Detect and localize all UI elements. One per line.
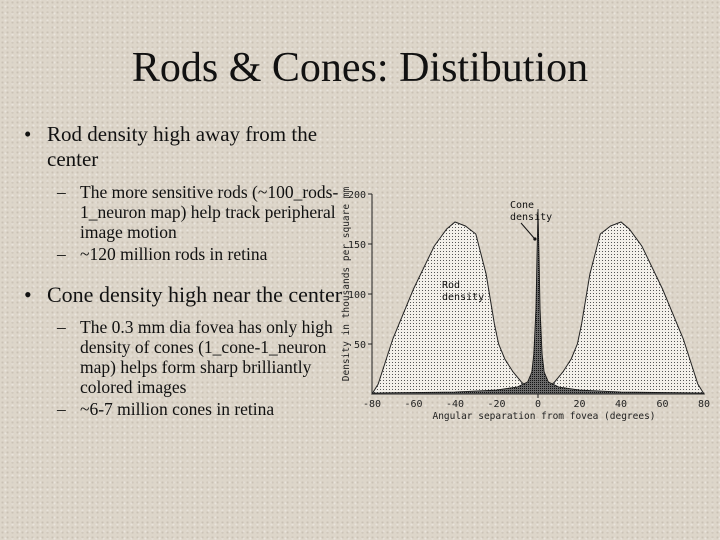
cone-density-annotation: density xyxy=(510,212,552,223)
cone-annotation-arrow xyxy=(520,222,536,240)
sub-bullet-text: The more sensitive rods (~100_rods-1_neu… xyxy=(80,182,339,242)
x-tick-label: -60 xyxy=(404,399,422,410)
density-chart-svg: 50 100 150 200 -80 -60 -40 -20 0 20 40 60 80 Angular … xyxy=(341,186,710,422)
sub-bullet-fovea: – The 0.3 mm dia fovea has only high den… xyxy=(55,317,352,397)
rod-density-annotation: density xyxy=(442,292,484,303)
y-tick-label: 50 xyxy=(354,340,366,351)
sub-list-rods: – The more sensitive rods (~100_rods-1_n… xyxy=(55,182,352,264)
bullet-rod-density: • Rod density high away from the center xyxy=(22,122,352,172)
bullet-list: • Rod density high away from the center … xyxy=(22,122,352,421)
sub-bullet-text: The 0.3 mm dia fovea has only high densi… xyxy=(80,317,333,397)
sub-bullet-text: ~120 million rods in retina xyxy=(80,244,268,264)
bullet-text: Cone density high near the center xyxy=(47,282,343,307)
cone-density-annotation: Cone xyxy=(510,200,534,211)
x-tick-label: -40 xyxy=(446,399,464,410)
bullet-cone-density: • Cone density high near the center xyxy=(22,282,352,307)
x-tick-label: -20 xyxy=(487,399,505,410)
x-tick-label: 40 xyxy=(615,399,627,410)
sub-bullet-rods-count: – ~120 million rods in retina xyxy=(55,244,352,264)
sub-bullet-text: ~6-7 million cones in retina xyxy=(80,399,275,419)
x-axis-label: Angular separation from fovea (degrees) xyxy=(432,411,655,422)
x-tick-label: 60 xyxy=(656,399,668,410)
y-tick-label: 100 xyxy=(348,290,366,301)
sub-list-cones: – The 0.3 mm dia fovea has only high den… xyxy=(55,317,352,419)
bullet-marker: • xyxy=(24,282,32,307)
x-tick-label: -80 xyxy=(363,399,381,410)
sub-bullet-rods-motion: – The more sensitive rods (~100_rods-1_n… xyxy=(55,182,352,242)
bullet-marker: • xyxy=(24,122,32,146)
x-tick-label: 20 xyxy=(573,399,585,410)
sub-marker: – xyxy=(57,399,66,419)
y-tick-label: 200 xyxy=(348,190,366,201)
y-axis-label: Density in thousands per square mm xyxy=(341,186,352,381)
sub-marker: – xyxy=(57,317,66,337)
cone-annotation-arrowhead xyxy=(533,237,537,241)
sub-bullet-cones-count: – ~6-7 million cones in retina xyxy=(55,399,352,419)
x-tick-label: 80 xyxy=(698,399,710,410)
y-tick-label: 150 xyxy=(348,240,366,251)
x-tick-label: 0 xyxy=(535,399,541,410)
sub-marker: – xyxy=(57,244,66,264)
bullet-text: Rod density high away from the center xyxy=(47,122,318,171)
rod-density-annotation: Rod xyxy=(442,280,460,291)
slide-title: Rods & Cones: Distibution xyxy=(131,45,589,91)
cone-density-area xyxy=(371,208,705,395)
density-chart: 50 100 150 200 -80 -60 -40 -20 0 20 40 60 80 Angular … xyxy=(338,182,714,427)
sub-marker: – xyxy=(57,182,66,202)
